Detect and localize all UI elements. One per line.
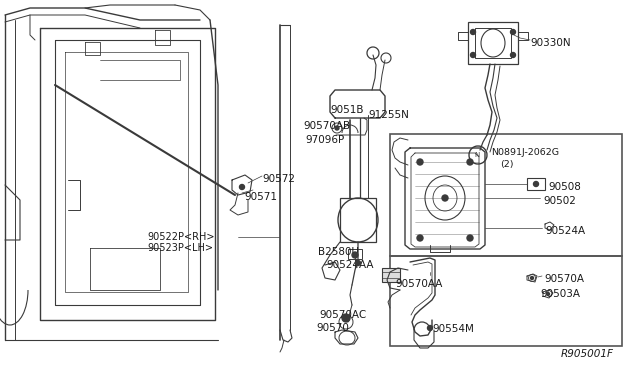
- Bar: [468, 22, 518, 64]
- Circle shape: [417, 159, 423, 165]
- Circle shape: [342, 314, 350, 322]
- Bar: [382, 268, 400, 282]
- Circle shape: [467, 159, 473, 165]
- Circle shape: [335, 126, 339, 130]
- Text: 90570: 90570: [316, 323, 349, 333]
- Circle shape: [470, 52, 476, 58]
- Text: 90570AC: 90570AC: [319, 310, 366, 320]
- Text: 90570AB: 90570AB: [303, 121, 350, 131]
- Text: B2580U: B2580U: [318, 247, 359, 257]
- Text: 90554M: 90554M: [432, 324, 474, 334]
- Circle shape: [511, 52, 515, 58]
- Circle shape: [442, 195, 448, 201]
- Text: N0891J-2062G: N0891J-2062G: [491, 148, 559, 157]
- Text: 90523P<LH>: 90523P<LH>: [147, 243, 213, 253]
- Text: 91255N: 91255N: [368, 110, 409, 120]
- Text: N: N: [474, 152, 479, 158]
- Circle shape: [467, 235, 473, 241]
- Circle shape: [531, 276, 534, 279]
- Text: 90330N: 90330N: [530, 38, 571, 48]
- Text: 90524AA: 90524AA: [326, 260, 374, 270]
- Text: 90570A: 90570A: [544, 274, 584, 284]
- Text: 90570AA: 90570AA: [395, 279, 442, 289]
- Bar: [475, 28, 511, 58]
- Circle shape: [511, 29, 515, 35]
- Text: 90524A: 90524A: [545, 226, 585, 236]
- Text: 97096P: 97096P: [305, 135, 344, 145]
- Circle shape: [417, 235, 423, 241]
- Text: 90522P<RH>: 90522P<RH>: [147, 232, 214, 242]
- Text: 90571: 90571: [244, 192, 277, 202]
- Circle shape: [470, 29, 476, 35]
- Circle shape: [534, 182, 538, 186]
- Circle shape: [355, 260, 360, 266]
- Bar: [527, 178, 545, 190]
- Circle shape: [239, 185, 244, 189]
- Text: 9051B: 9051B: [330, 105, 364, 115]
- Circle shape: [547, 292, 550, 295]
- Text: R905001F: R905001F: [561, 349, 614, 359]
- Text: (2): (2): [500, 160, 513, 169]
- Bar: [348, 249, 362, 259]
- Bar: [390, 134, 622, 256]
- Bar: [340, 198, 376, 242]
- Text: 90502: 90502: [543, 196, 576, 206]
- Text: 90503A: 90503A: [540, 289, 580, 299]
- Text: 90572: 90572: [262, 174, 295, 184]
- Bar: [390, 256, 622, 346]
- Circle shape: [428, 326, 433, 330]
- Text: 90508: 90508: [548, 182, 581, 192]
- Circle shape: [352, 252, 358, 258]
